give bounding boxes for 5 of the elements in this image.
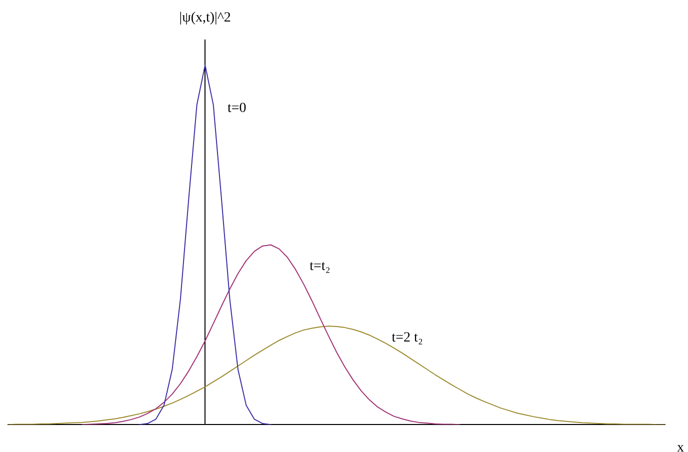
series-label: t=t₂ bbox=[310, 259, 330, 274]
x-axis-title: x bbox=[677, 440, 684, 452]
series-label: t=0 bbox=[228, 100, 246, 116]
y-axis-title: |ψ(x,t)|^2 bbox=[179, 10, 231, 26]
series-label: t=2 t₂ bbox=[392, 330, 423, 346]
